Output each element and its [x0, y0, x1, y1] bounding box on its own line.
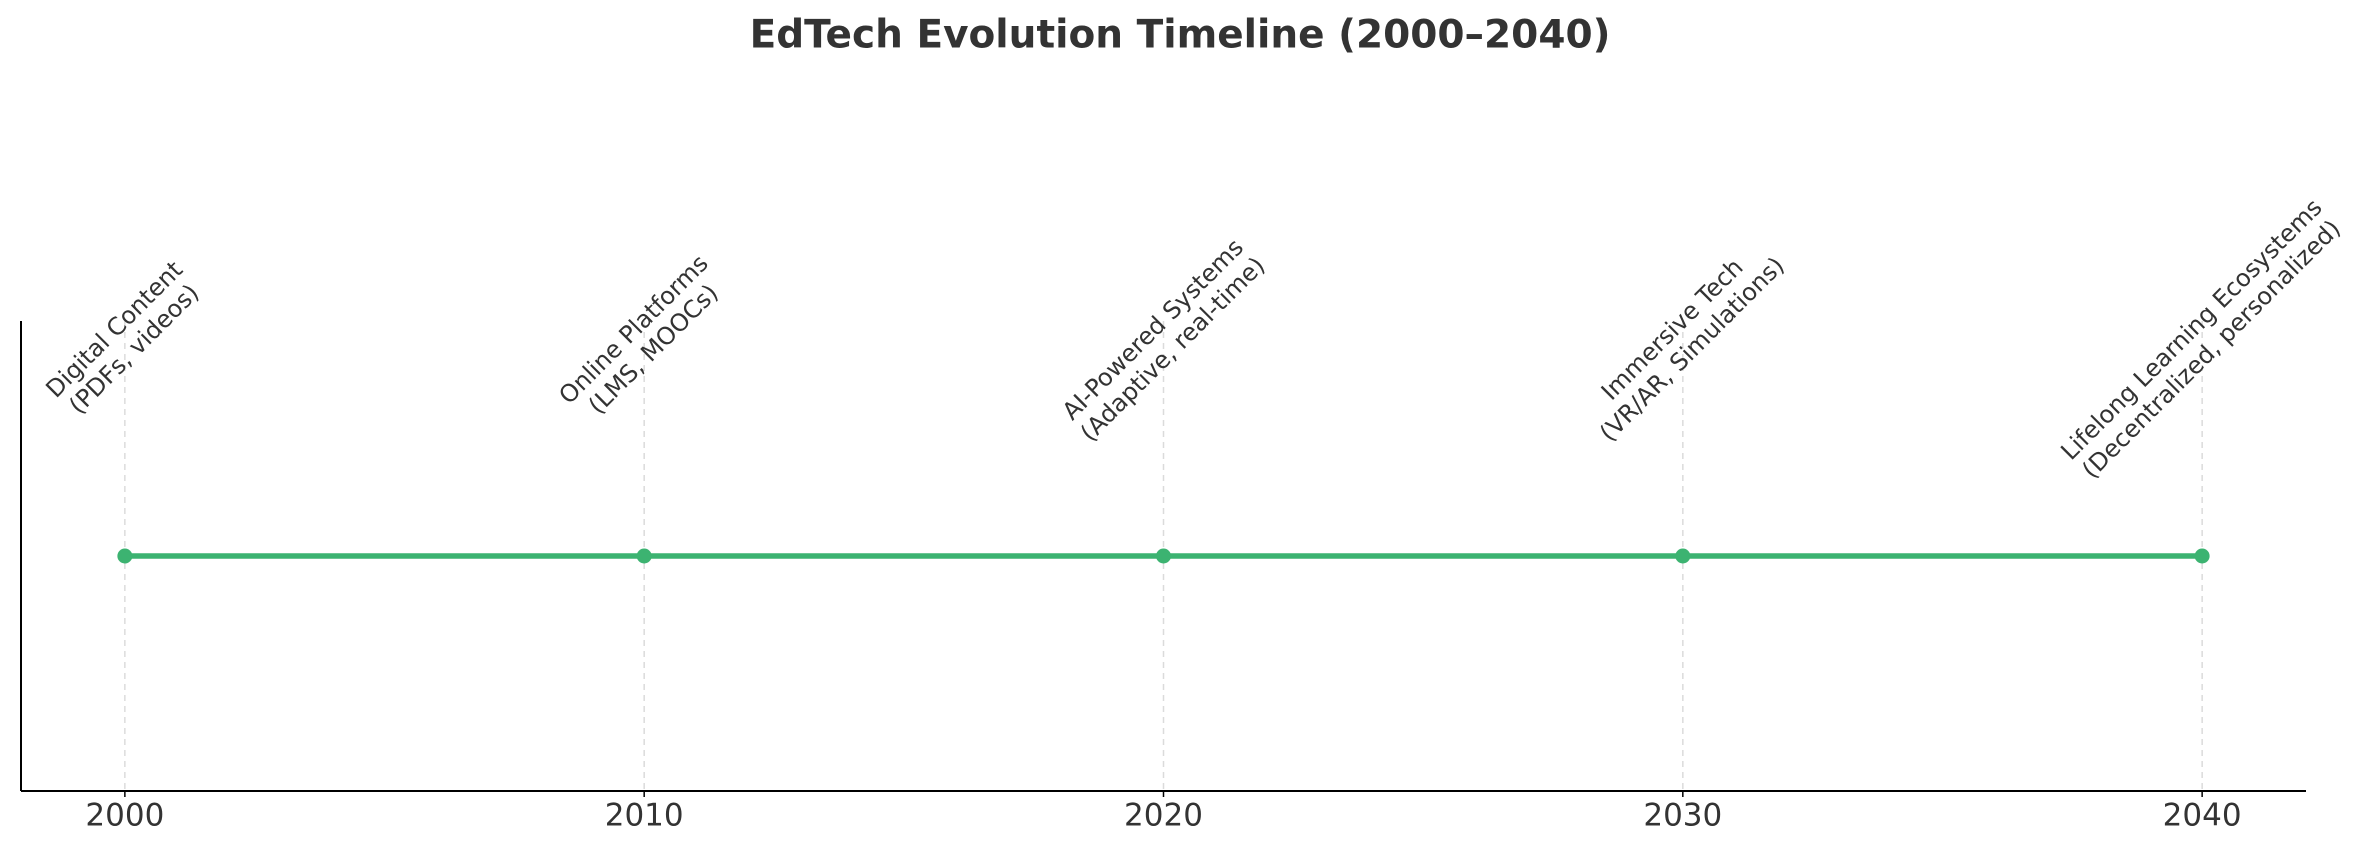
milestone-point — [117, 548, 133, 564]
x-tick-label: 2030 — [1643, 798, 1722, 834]
milestone-point — [2194, 548, 2210, 564]
x-tick-label: 2020 — [1124, 798, 1203, 834]
x-tick-label: 2040 — [2163, 798, 2242, 834]
x-tick-label: 2000 — [85, 798, 164, 834]
milestone-point — [1675, 548, 1691, 564]
milestone-point — [1156, 548, 1171, 564]
milestone-point — [636, 548, 652, 564]
milestone-label: Digital Content(PDFs, videos) — [40, 256, 204, 420]
x-tick-label: 2010 — [605, 798, 684, 834]
milestone-label-line: (Decentralized, personalized) — [2077, 214, 2347, 484]
milestone-label-line: Lifelong Learning Ecosystems — [2055, 193, 2327, 465]
milestone-label-line: (VR/AR, Simulations) — [1594, 251, 1790, 447]
chart-title: EdTech Evolution Timeline (2000–2040) — [750, 13, 1611, 58]
milestone-label-line: (Adaptive, real-time) — [1075, 251, 1271, 447]
milestone-label: Lifelong Learning Ecosystems(Decentraliz… — [2055, 193, 2347, 484]
milestone-label-line: AI-Powered Systems — [1057, 233, 1249, 425]
